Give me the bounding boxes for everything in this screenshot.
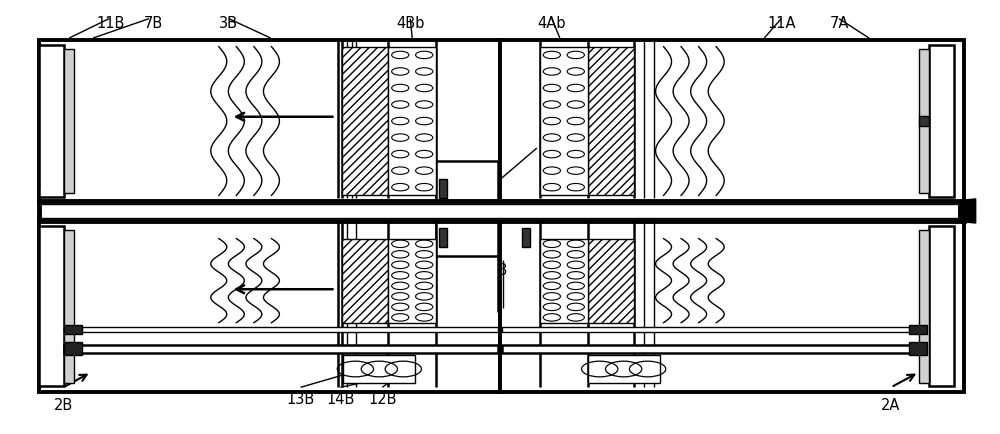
Bar: [342, 47, 388, 195]
Text: 10: 10: [542, 141, 561, 155]
Text: 7B: 7B: [143, 16, 163, 32]
Bar: [588, 355, 660, 383]
Bar: [909, 342, 927, 355]
Bar: [39, 201, 964, 221]
Bar: [540, 47, 588, 195]
Bar: [919, 49, 929, 193]
Bar: [64, 325, 82, 334]
Bar: [588, 47, 634, 195]
Bar: [436, 220, 498, 256]
Polygon shape: [959, 199, 976, 223]
Text: 2B: 2B: [54, 398, 73, 413]
Text: 9: 9: [965, 201, 974, 216]
Bar: [64, 328, 498, 332]
Text: 4Ab: 4Ab: [538, 16, 566, 32]
Bar: [388, 239, 436, 322]
Bar: [388, 47, 436, 195]
Bar: [39, 46, 64, 197]
Text: 8: 8: [498, 263, 508, 278]
Text: 11B: 11B: [97, 16, 125, 32]
Bar: [929, 227, 954, 386]
Bar: [64, 49, 74, 193]
Bar: [64, 342, 82, 355]
Bar: [64, 230, 74, 383]
Text: 11A: 11A: [767, 16, 795, 32]
Bar: [522, 228, 530, 247]
Text: 3B: 3B: [219, 16, 238, 32]
Bar: [540, 239, 588, 322]
Bar: [502, 328, 927, 332]
Bar: [929, 46, 954, 197]
Bar: [502, 345, 927, 353]
Bar: [919, 116, 929, 126]
Bar: [439, 228, 447, 247]
Bar: [64, 345, 498, 353]
Bar: [342, 239, 388, 322]
Text: 14B: 14B: [326, 392, 355, 407]
Bar: [39, 40, 500, 202]
Bar: [588, 239, 634, 322]
Bar: [500, 40, 964, 202]
Text: 12B: 12B: [368, 392, 397, 407]
Bar: [444, 164, 490, 198]
Bar: [39, 227, 64, 386]
Text: 4Bb: 4Bb: [396, 16, 424, 32]
Bar: [439, 180, 447, 197]
Bar: [343, 355, 415, 383]
Bar: [500, 221, 964, 391]
Text: 7A: 7A: [829, 16, 849, 32]
Bar: [436, 161, 498, 202]
Bar: [39, 221, 500, 391]
Bar: [919, 230, 929, 383]
Text: 2A: 2A: [881, 398, 901, 413]
Bar: [909, 325, 927, 334]
Bar: [444, 225, 490, 253]
Text: 13B: 13B: [286, 392, 315, 407]
